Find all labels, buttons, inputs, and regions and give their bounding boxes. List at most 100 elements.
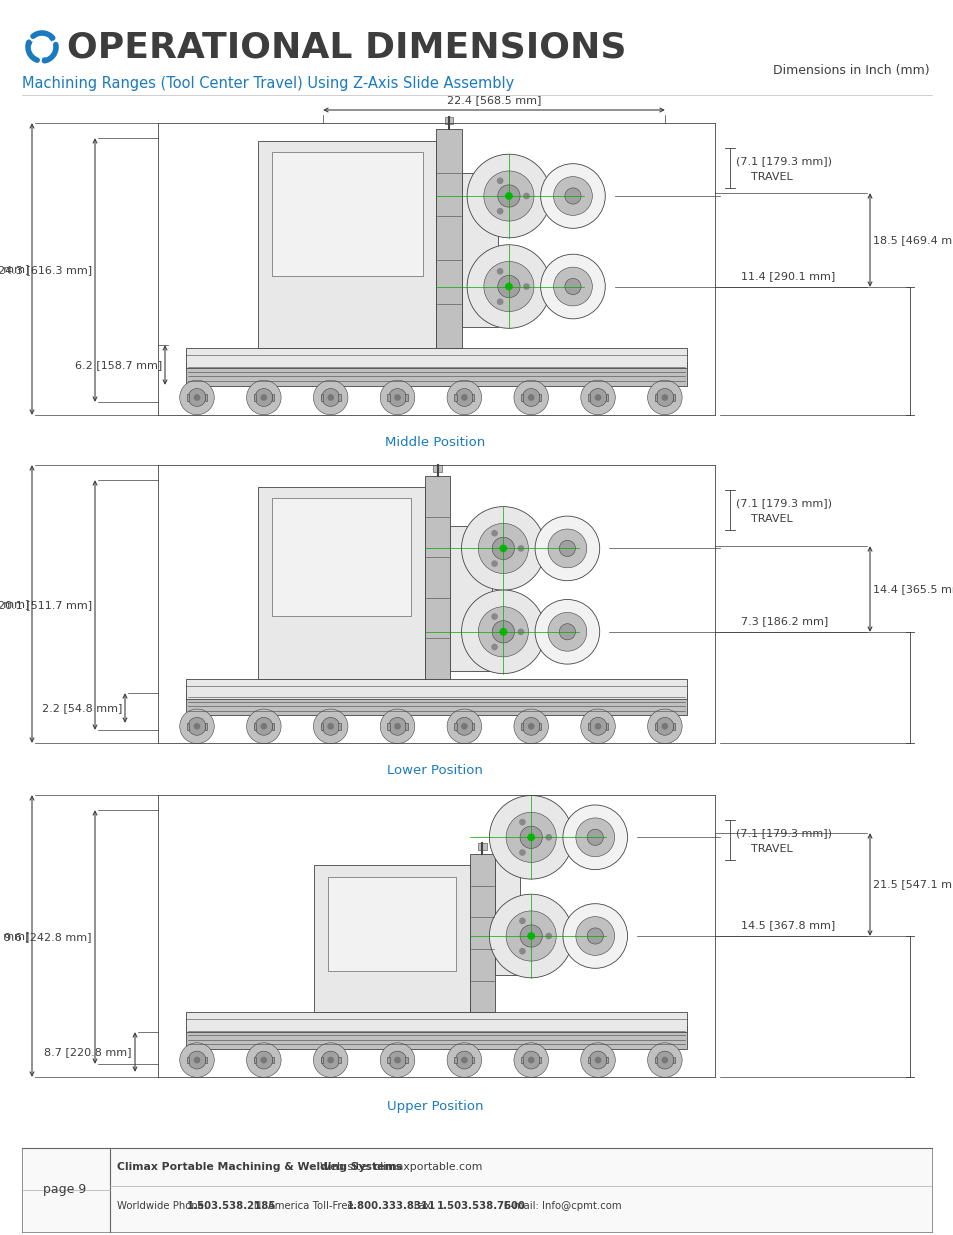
Bar xyxy=(272,1057,274,1063)
Bar xyxy=(205,1057,207,1063)
Circle shape xyxy=(518,947,525,955)
Text: 20.1 [511.7 mm]: 20.1 [511.7 mm] xyxy=(0,600,91,610)
Circle shape xyxy=(461,506,544,590)
Circle shape xyxy=(521,718,539,735)
Bar xyxy=(444,117,453,125)
Bar xyxy=(187,1057,189,1063)
Circle shape xyxy=(589,389,606,406)
Text: 1.800.333.8311: 1.800.333.8311 xyxy=(346,1200,436,1212)
Circle shape xyxy=(497,268,503,274)
Circle shape xyxy=(586,927,602,944)
Circle shape xyxy=(521,1051,539,1070)
Circle shape xyxy=(254,718,273,735)
Bar xyxy=(186,1026,686,1049)
Circle shape xyxy=(327,722,334,730)
Circle shape xyxy=(455,1051,473,1070)
Circle shape xyxy=(647,709,681,743)
Circle shape xyxy=(527,394,534,401)
Circle shape xyxy=(447,709,481,743)
Circle shape xyxy=(506,911,556,961)
Text: 14.5 [367.8 mm]: 14.5 [367.8 mm] xyxy=(740,920,835,930)
Polygon shape xyxy=(49,38,52,42)
Circle shape xyxy=(455,389,473,406)
Bar xyxy=(520,394,523,401)
Text: Upper Position: Upper Position xyxy=(386,1100,483,1113)
Circle shape xyxy=(394,1057,400,1063)
Bar xyxy=(587,1057,590,1063)
Bar xyxy=(405,1057,407,1063)
Bar xyxy=(186,679,686,699)
Circle shape xyxy=(518,819,525,825)
Text: 18.5 [469.4 mm]: 18.5 [469.4 mm] xyxy=(872,235,953,245)
Bar xyxy=(587,722,590,730)
Bar xyxy=(520,1057,523,1063)
Circle shape xyxy=(193,722,200,730)
Circle shape xyxy=(564,278,580,295)
Text: Lower Position: Lower Position xyxy=(387,764,482,777)
Circle shape xyxy=(504,283,513,290)
Circle shape xyxy=(461,590,544,673)
Bar xyxy=(258,141,436,348)
Polygon shape xyxy=(29,41,32,46)
Circle shape xyxy=(260,1057,267,1063)
Circle shape xyxy=(321,389,339,406)
Bar xyxy=(454,394,456,401)
Circle shape xyxy=(254,389,273,406)
Bar xyxy=(387,722,390,730)
Circle shape xyxy=(506,813,556,862)
Circle shape xyxy=(594,1057,600,1063)
Bar xyxy=(477,844,486,850)
Bar xyxy=(186,1013,686,1032)
Circle shape xyxy=(521,389,539,406)
Text: 25.4 [645.7 mm]: 25.4 [645.7 mm] xyxy=(0,264,29,274)
Circle shape xyxy=(527,834,535,841)
Circle shape xyxy=(491,643,497,651)
Circle shape xyxy=(518,918,525,924)
Text: Climax Portable Machining & Welding Systems: Climax Portable Machining & Welding Syst… xyxy=(117,1162,402,1172)
Circle shape xyxy=(260,394,267,401)
Circle shape xyxy=(188,1051,206,1070)
Circle shape xyxy=(380,380,415,415)
Bar xyxy=(253,722,255,730)
Circle shape xyxy=(477,524,528,573)
Circle shape xyxy=(492,621,514,643)
Circle shape xyxy=(522,193,529,199)
Circle shape xyxy=(497,207,503,215)
Circle shape xyxy=(246,1042,281,1077)
Circle shape xyxy=(564,188,580,204)
Circle shape xyxy=(321,718,339,735)
Bar xyxy=(314,866,470,1013)
Circle shape xyxy=(388,389,406,406)
Bar xyxy=(654,722,657,730)
Text: (7.1 [179.3 mm]): (7.1 [179.3 mm]) xyxy=(735,498,831,508)
Circle shape xyxy=(580,709,615,743)
Circle shape xyxy=(656,389,673,406)
Circle shape xyxy=(447,380,481,415)
Bar xyxy=(186,362,686,385)
Bar xyxy=(654,394,657,401)
Circle shape xyxy=(540,164,604,228)
Bar xyxy=(605,394,607,401)
Text: 22.4 [568.5 mm]: 22.4 [568.5 mm] xyxy=(446,95,540,105)
Text: 2.2 [54.8 mm]: 2.2 [54.8 mm] xyxy=(42,703,122,713)
Circle shape xyxy=(580,380,615,415)
Bar xyxy=(387,1057,390,1063)
Circle shape xyxy=(246,380,281,415)
Circle shape xyxy=(491,561,497,567)
Bar xyxy=(450,526,492,671)
Circle shape xyxy=(656,718,673,735)
Bar xyxy=(338,394,340,401)
Text: (7.1 [179.3 mm]): (7.1 [179.3 mm]) xyxy=(735,827,831,839)
Circle shape xyxy=(547,529,586,568)
Circle shape xyxy=(327,1057,334,1063)
Circle shape xyxy=(540,254,604,319)
Circle shape xyxy=(327,394,334,401)
Bar xyxy=(272,152,422,275)
Circle shape xyxy=(483,262,534,311)
Circle shape xyxy=(647,1042,681,1077)
Bar xyxy=(186,348,686,368)
Text: Dimensions in Inch (mm): Dimensions in Inch (mm) xyxy=(773,63,929,77)
Bar xyxy=(436,128,461,348)
Circle shape xyxy=(193,394,200,401)
Bar xyxy=(587,394,590,401)
